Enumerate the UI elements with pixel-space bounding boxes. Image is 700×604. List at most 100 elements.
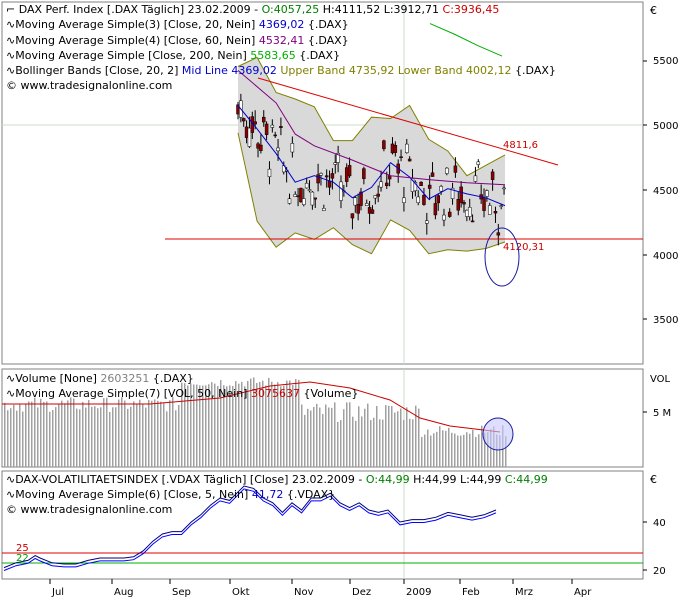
volume-bar bbox=[106, 397, 108, 467]
price-legend: ⌐ DAX Perf. Index [.DAX Täglich] 23.02.2… bbox=[6, 3, 556, 92]
candle-body bbox=[313, 197, 317, 200]
volume-bar bbox=[79, 409, 81, 467]
volume-bar bbox=[4, 402, 6, 467]
candle-body bbox=[270, 124, 275, 128]
volume-bar bbox=[334, 402, 336, 467]
line-icon: ∿ bbox=[6, 473, 15, 486]
volume-bar bbox=[52, 410, 54, 467]
candle-body bbox=[324, 175, 329, 178]
candle-body bbox=[473, 175, 478, 182]
candle-body bbox=[367, 207, 372, 214]
ma20-line bbox=[237, 105, 506, 207]
volume-bar bbox=[271, 381, 273, 467]
volume-bar bbox=[373, 417, 375, 467]
candle-body bbox=[459, 186, 463, 203]
volume-bar bbox=[145, 407, 147, 467]
candle-body bbox=[470, 220, 475, 223]
volume-bar bbox=[313, 406, 315, 467]
copyright-icon: © bbox=[6, 503, 17, 516]
volume-bar bbox=[337, 421, 339, 467]
month-mrz: Mrz bbox=[515, 587, 533, 598]
volume-bar bbox=[208, 384, 210, 467]
volume-bar bbox=[424, 434, 426, 467]
volume-bar bbox=[172, 397, 174, 467]
volume-bar bbox=[202, 385, 204, 467]
volume-bar bbox=[367, 403, 369, 467]
volume-bar bbox=[253, 377, 255, 467]
vdax-title: ∿DAX-VOLATILITAETSINDEX [.VDAX Täglich] … bbox=[6, 473, 548, 486]
volume-bar bbox=[238, 383, 240, 467]
candle-body bbox=[379, 181, 383, 188]
volume-bar bbox=[448, 427, 450, 467]
volume-bar bbox=[370, 420, 372, 467]
volume-bar bbox=[226, 386, 228, 467]
volume-bar bbox=[250, 378, 252, 467]
volume-tick-5m: 5 M bbox=[653, 408, 671, 419]
volume-bar bbox=[109, 411, 111, 467]
volume-bar bbox=[298, 379, 300, 467]
volume-bar bbox=[343, 409, 345, 467]
line-icon: ∿ bbox=[6, 49, 15, 62]
volume-bar bbox=[115, 407, 117, 467]
volume-bar bbox=[409, 418, 411, 467]
volume-bar bbox=[13, 404, 15, 467]
candle-body bbox=[304, 182, 309, 189]
volume-bar bbox=[88, 400, 90, 467]
volume-bar bbox=[34, 397, 36, 467]
month-aug: Aug bbox=[114, 587, 134, 598]
volume-bar bbox=[487, 432, 489, 467]
volume-bar bbox=[280, 386, 282, 467]
volume-bar bbox=[292, 385, 294, 467]
volume-bar bbox=[118, 399, 120, 467]
copyright-icon: © bbox=[6, 79, 17, 92]
volume-bar bbox=[91, 406, 93, 467]
resistance-trendline bbox=[257, 77, 559, 166]
candle-body bbox=[385, 182, 389, 187]
candle-body bbox=[347, 165, 352, 177]
candle-body bbox=[339, 181, 343, 201]
candle-body bbox=[302, 198, 306, 205]
volume-bar bbox=[73, 398, 75, 467]
volume-bar bbox=[346, 402, 348, 467]
volume-bar bbox=[310, 410, 312, 467]
volume-bar bbox=[268, 377, 270, 467]
candle-body bbox=[436, 195, 440, 204]
month-apr: Apr bbox=[574, 587, 592, 598]
candle-body bbox=[290, 143, 295, 153]
candle-body bbox=[499, 205, 503, 207]
volume-bar bbox=[355, 420, 357, 467]
candle-body bbox=[350, 213, 355, 219]
candle-body bbox=[496, 232, 501, 236]
volume-bar bbox=[25, 403, 27, 467]
volume-bar bbox=[430, 435, 432, 467]
x-axis: Jul Aug Sep Okt Nov Dez 2009 Feb Mrz Apr bbox=[49, 579, 592, 598]
volume-bar bbox=[403, 420, 405, 467]
candle-body bbox=[390, 143, 395, 154]
ma200-legend: ∿Moving Average Simple [Close, 200, Nein… bbox=[6, 49, 340, 62]
candle-body bbox=[453, 165, 458, 173]
volume-bar bbox=[46, 401, 48, 467]
volume-bar bbox=[58, 404, 60, 467]
volume-bar bbox=[223, 385, 225, 467]
volume-bar bbox=[454, 433, 456, 467]
volume-bar bbox=[433, 433, 435, 467]
month-okt: Okt bbox=[232, 587, 250, 598]
volume-bar bbox=[154, 399, 156, 467]
volume-bar bbox=[349, 402, 351, 467]
candle-body bbox=[502, 187, 506, 190]
candle-body bbox=[439, 186, 443, 192]
volume-bar bbox=[364, 408, 366, 467]
candle-body bbox=[467, 207, 472, 217]
candle-body bbox=[327, 180, 332, 188]
candle-body bbox=[353, 197, 358, 206]
volume-bar bbox=[241, 381, 243, 467]
candle-body bbox=[261, 116, 266, 123]
candle-body bbox=[487, 205, 492, 215]
volume-bar bbox=[136, 403, 138, 467]
volume-bar bbox=[193, 384, 195, 467]
volume-bar bbox=[175, 410, 177, 467]
volume-bar bbox=[196, 384, 198, 467]
volume-bar bbox=[217, 385, 219, 467]
volume-bar bbox=[112, 407, 114, 467]
volume-bar bbox=[130, 406, 132, 467]
